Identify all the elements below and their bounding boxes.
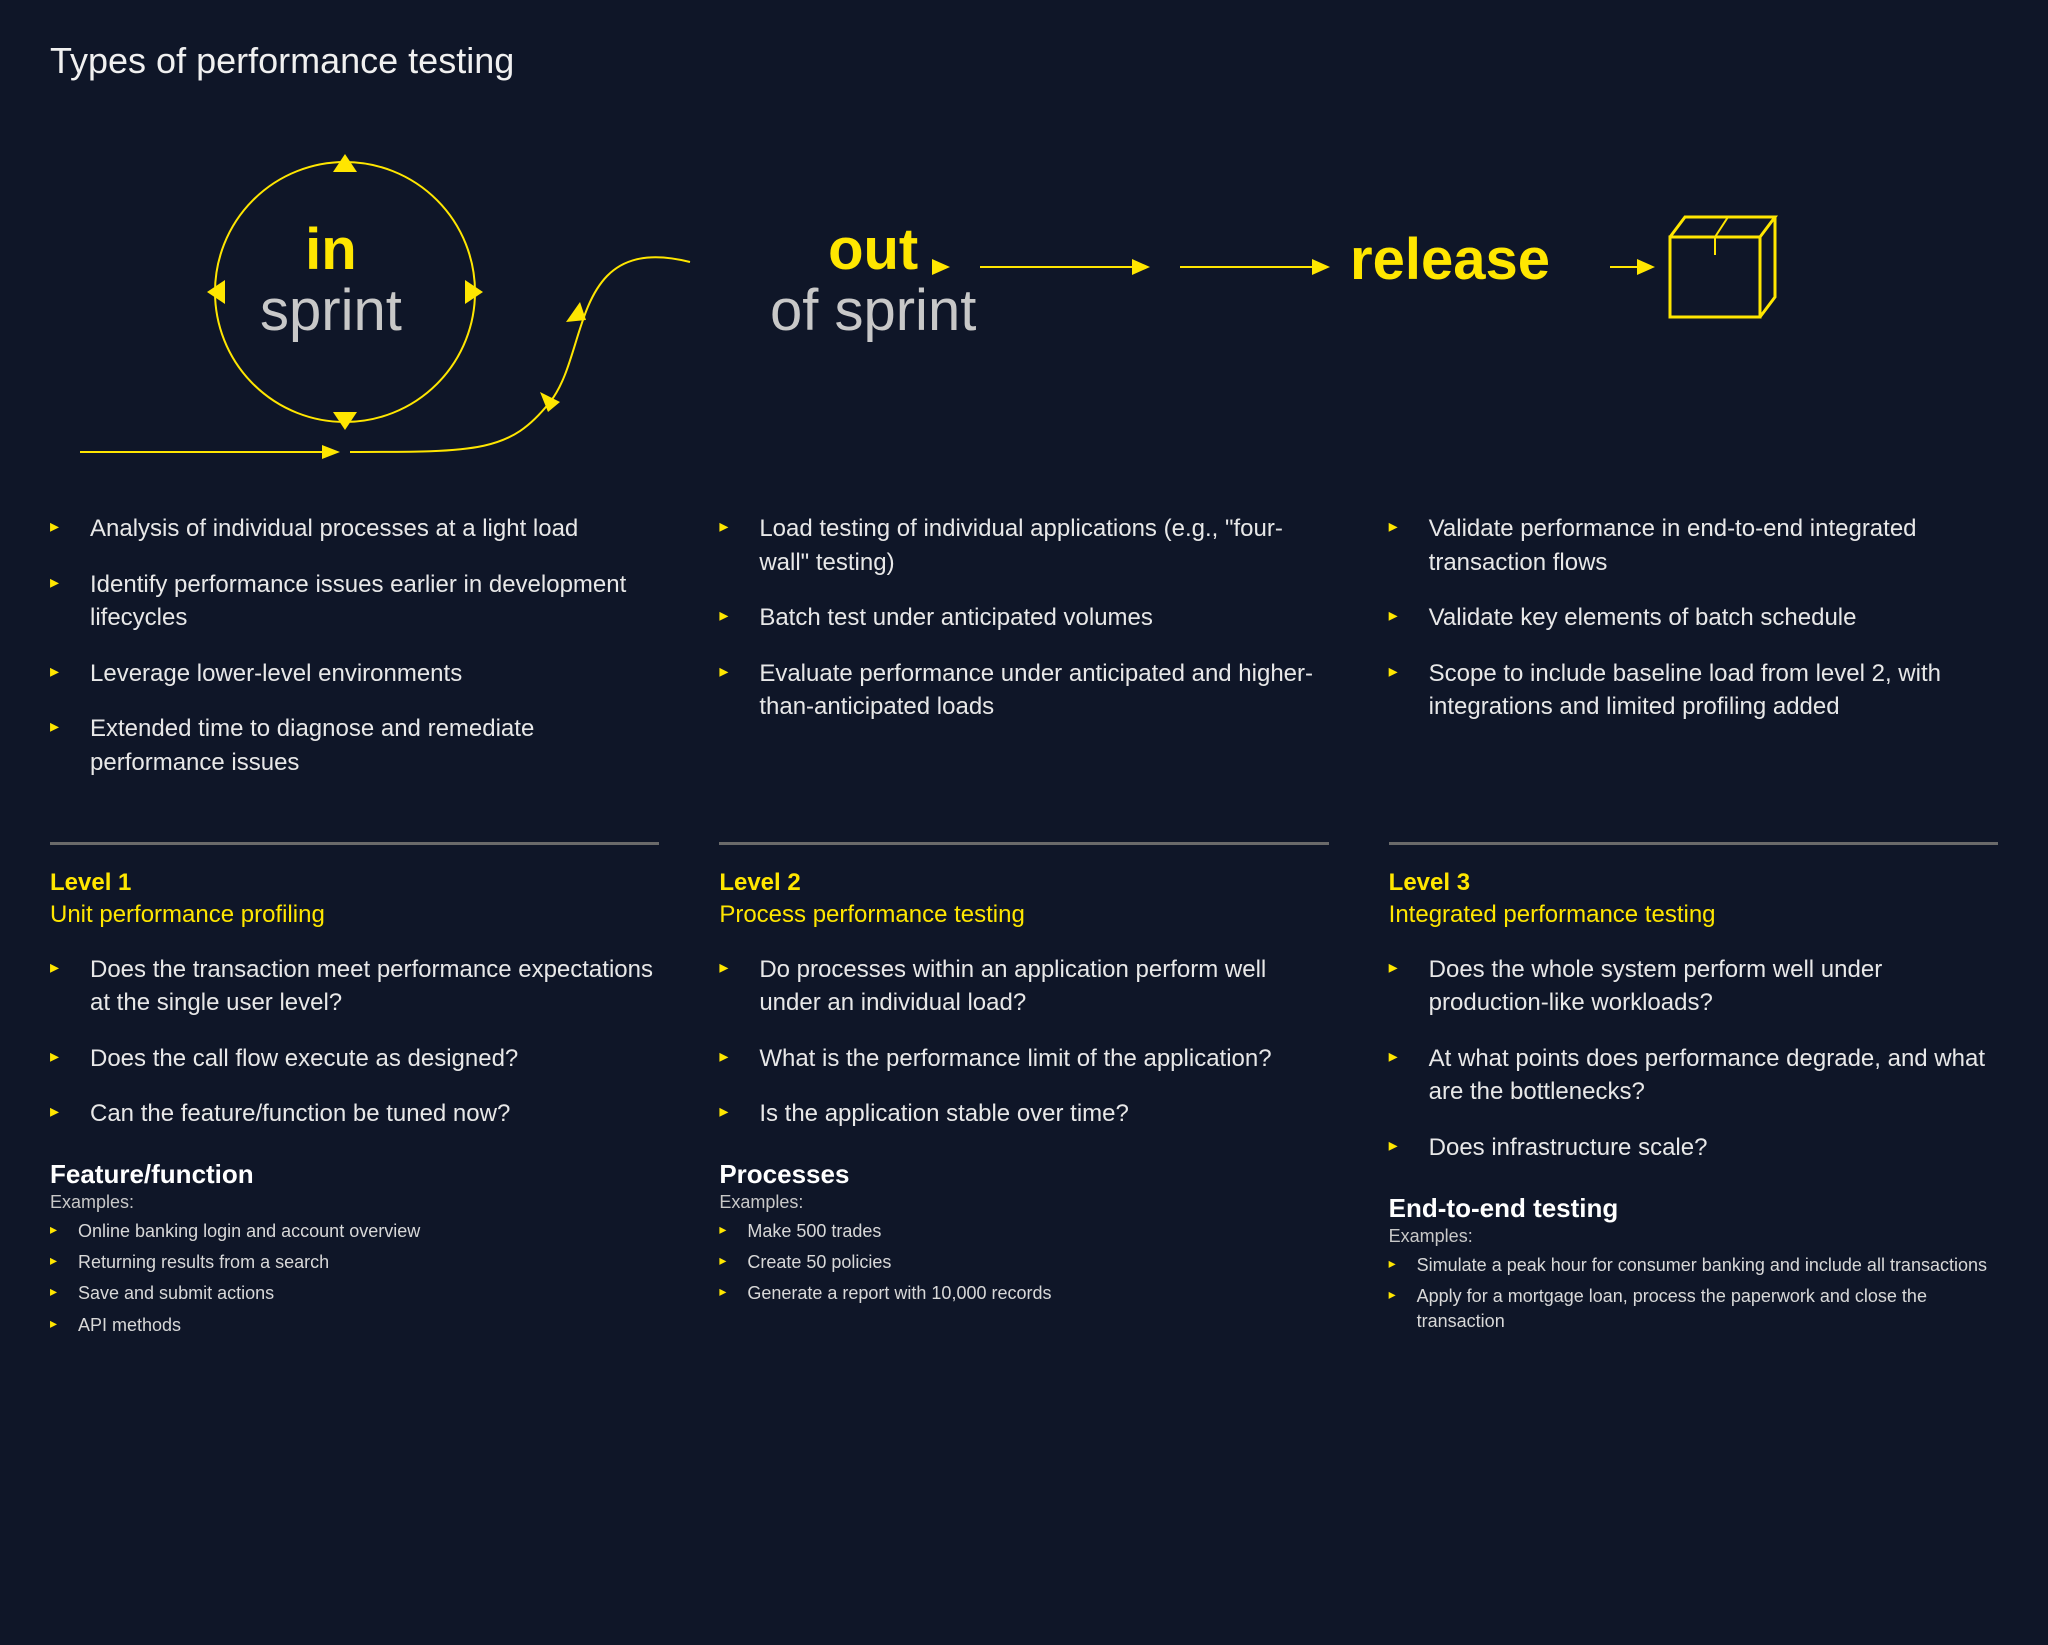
stage-bold: release [1350, 230, 1550, 291]
list-item: Does the whole system perform well under… [1389, 953, 1998, 1020]
list-item: Does infrastructure scale? [1389, 1131, 1998, 1165]
subhead: Processes [719, 1159, 1328, 1190]
examples-list: Simulate a peak hour for consumer bankin… [1389, 1253, 1998, 1335]
stage-release: release [1350, 230, 1550, 291]
stage-in-sprint: in sprint [260, 220, 402, 342]
list-item: Extended time to diagnose and remediate … [50, 712, 659, 779]
list-item: Can the feature/function be tuned now? [50, 1097, 659, 1131]
list-item: Leverage lower-level environments [50, 657, 659, 691]
level-number: Level 1 [50, 869, 659, 897]
stage-light: of sprint [770, 281, 976, 342]
levels-row: Level 1 Unit performance profiling Does … [50, 842, 1998, 1344]
examples-list: Make 500 trades Create 50 policies Gener… [719, 1219, 1328, 1307]
subhead: Feature/function [50, 1159, 659, 1190]
flow-arrows-mid [932, 259, 1330, 275]
list-item: Scope to include baseline load from leve… [1389, 657, 1998, 724]
level-name: Unit performance profiling [50, 901, 659, 929]
list-item: Create 50 policies [719, 1250, 1328, 1275]
stage-bold: out [770, 220, 976, 281]
level-3: Level 3 Integrated performance testing D… [1389, 842, 1998, 1344]
level-number: Level 2 [719, 869, 1328, 897]
examples-label: Examples: [50, 1192, 659, 1213]
examples-list: Online banking login and account overvie… [50, 1219, 659, 1338]
question-list: Does the whole system perform well under… [1389, 953, 1998, 1165]
level-name: Process performance testing [719, 901, 1328, 929]
list-item: Do processes within an application perfo… [719, 953, 1328, 1020]
column-out-of-sprint: Load testing of individual applications … [719, 512, 1328, 802]
list-item: Returning results from a search [50, 1250, 659, 1275]
level-1: Level 1 Unit performance profiling Does … [50, 842, 659, 1344]
list-item: Batch test under anticipated volumes [719, 601, 1328, 635]
list-item: Analysis of individual processes at a li… [50, 512, 659, 546]
description-columns: Analysis of individual processes at a li… [50, 512, 1998, 802]
list-item: At what points does performance degrade,… [1389, 1042, 1998, 1109]
flow-arrow-release [1610, 259, 1655, 275]
list-item: Save and submit actions [50, 1281, 659, 1306]
bullet-list: Validate performance in end-to-end integ… [1389, 512, 1998, 724]
flow-diagram: in sprint out of sprint release [50, 102, 1998, 482]
examples-label: Examples: [719, 1192, 1328, 1213]
list-item: Simulate a peak hour for consumer bankin… [1389, 1253, 1998, 1278]
list-item: Make 500 trades [719, 1219, 1328, 1244]
question-list: Do processes within an application perfo… [719, 953, 1328, 1131]
list-item: Is the application stable over time? [719, 1097, 1328, 1131]
list-item: Validate key elements of batch schedule [1389, 601, 1998, 635]
list-item: Does the transaction meet performance ex… [50, 953, 659, 1020]
list-item: Validate performance in end-to-end integ… [1389, 512, 1998, 579]
question-list: Does the transaction meet performance ex… [50, 953, 659, 1131]
examples-label: Examples: [1389, 1226, 1998, 1247]
list-item: Apply for a mortgage loan, process the p… [1389, 1284, 1998, 1334]
list-item: Generate a report with 10,000 records [719, 1281, 1328, 1306]
list-item: What is the performance limit of the app… [719, 1042, 1328, 1076]
page-title: Types of performance testing [50, 40, 1998, 82]
stage-light: sprint [260, 281, 402, 342]
list-item: Load testing of individual applications … [719, 512, 1328, 579]
level-2: Level 2 Process performance testing Do p… [719, 842, 1328, 1344]
list-item: Identify performance issues earlier in d… [50, 568, 659, 635]
list-item: Online banking login and account overvie… [50, 1219, 659, 1244]
bullet-list: Load testing of individual applications … [719, 512, 1328, 724]
subhead: End-to-end testing [1389, 1193, 1998, 1224]
level-number: Level 3 [1389, 869, 1998, 897]
column-in-sprint: Analysis of individual processes at a li… [50, 512, 659, 802]
package-box-icon [1670, 217, 1775, 317]
list-item: Does the call flow execute as designed? [50, 1042, 659, 1076]
list-item: API methods [50, 1313, 659, 1338]
list-item: Evaluate performance under anticipated a… [719, 657, 1328, 724]
level-name: Integrated performance testing [1389, 901, 1998, 929]
stage-out-of-sprint: out of sprint [770, 220, 976, 342]
bullet-list: Analysis of individual processes at a li… [50, 512, 659, 780]
stage-bold: in [260, 220, 402, 281]
column-release: Validate performance in end-to-end integ… [1389, 512, 1998, 802]
